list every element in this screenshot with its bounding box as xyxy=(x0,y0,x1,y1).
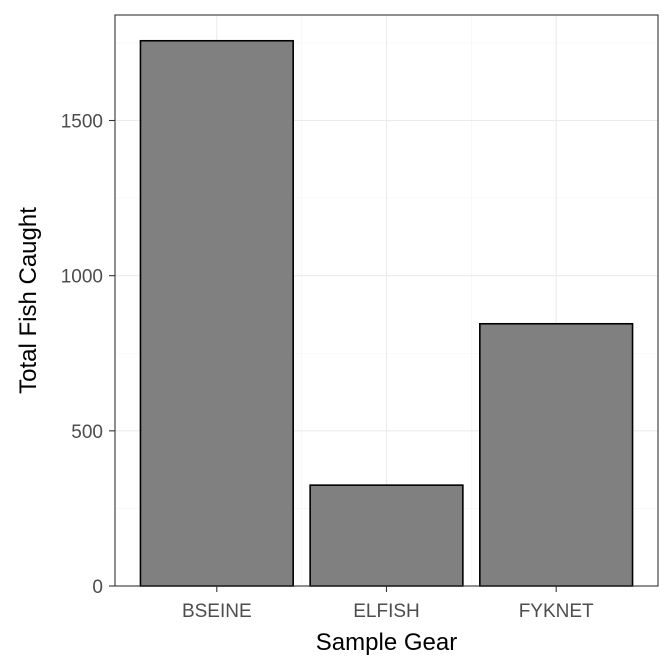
bar-bseine xyxy=(139,39,294,587)
y-tick-label: 1000 xyxy=(61,267,103,288)
bar-elfish xyxy=(309,484,464,587)
x-axis-title: Sample Gear xyxy=(316,629,457,656)
x-axis-ticks: BSEINE ELFISH FYKNET xyxy=(182,586,594,622)
bars-group xyxy=(139,39,634,587)
y-tick-label: 0 xyxy=(92,577,103,598)
x-tick-label: FYKNET xyxy=(519,601,594,622)
y-tick-label: 500 xyxy=(71,422,103,443)
y-tick-label: 1500 xyxy=(61,112,103,133)
y-axis-title: Total Fish Caught xyxy=(15,207,42,394)
x-tick-label: BSEINE xyxy=(182,601,252,622)
y-axis-ticks: 0 500 1000 1500 xyxy=(61,112,115,598)
x-tick-label: ELFISH xyxy=(353,601,420,622)
bar-fyknet xyxy=(479,322,634,587)
